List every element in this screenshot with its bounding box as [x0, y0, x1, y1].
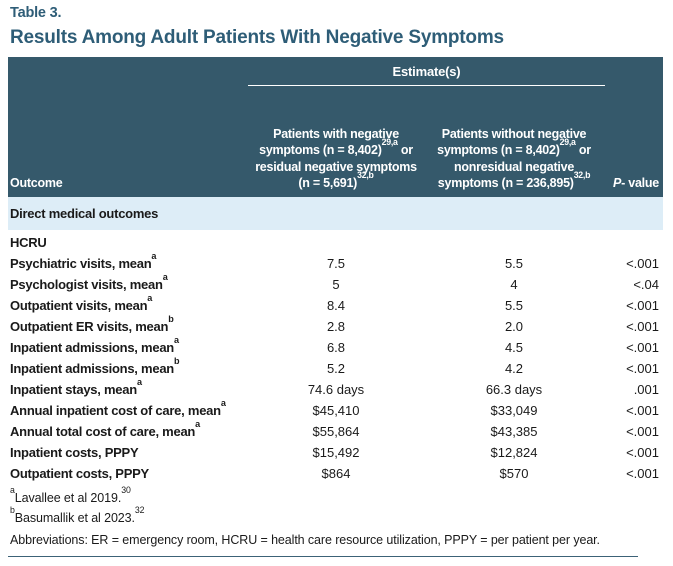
footnotes: aLavallee et al 2019.30 bBasumallik et a… — [10, 484, 600, 550]
outcome-cell: Inpatient admissions, meana — [10, 334, 179, 355]
outcome-cell: Outpatient ER visits, meanb — [10, 313, 174, 334]
outcome-cell: Inpatient stays, meana — [10, 376, 142, 397]
value-negative-symptoms-cell: $864 — [321, 466, 351, 481]
footnote-superscript: a — [195, 418, 200, 429]
footnote-superscript: a — [151, 250, 157, 261]
table-row: Psychologist visits, meana 5 4 <.04 — [8, 271, 663, 295]
reference-superscript: 32 — [134, 504, 145, 515]
p-value-cell: <.001 — [626, 319, 659, 334]
table-row: Annual inpatient cost of care, meana $45… — [8, 397, 663, 421]
value-without-negative-symptoms-cell: 4.5 — [504, 340, 524, 355]
footnote-superscript: a — [147, 292, 153, 303]
estimates-spanner-label: Estimate(s) — [248, 64, 605, 86]
value-negative-symptoms-cell: 5 — [332, 277, 340, 292]
p-value-cell: <.001 — [626, 298, 659, 313]
table-row: Inpatient admissions, meana 6.8 4.5 <.00… — [8, 334, 663, 358]
reference-superscript: 32,b — [357, 169, 374, 180]
value-negative-symptoms-cell: 8.4 — [326, 298, 346, 313]
outcome-cell: HCRU — [10, 235, 47, 250]
value-without-negative-symptoms-cell: 5.5 — [504, 298, 524, 313]
outcome-cell: Outpatient visits, meana — [10, 292, 153, 313]
value-negative-symptoms-cell: 2.8 — [326, 319, 346, 334]
footnote-a: aLavallee et al 2019.30 — [10, 484, 131, 505]
p-value-cell: <.001 — [626, 466, 659, 481]
footnote-superscript: b — [174, 355, 180, 366]
table-row: Annual total cost of care, meana $55,864… — [8, 418, 663, 442]
p-value-cell: <.001 — [626, 361, 659, 376]
footnote-superscript: a — [162, 271, 168, 282]
footnote-marker: a — [10, 484, 15, 495]
section-header-direct-medical-outcomes: Direct medical outcomes — [8, 197, 663, 230]
table-body: HCRU Psychiatric visits, meana 7.5 5.5 <… — [8, 230, 663, 484]
table-row: Inpatient admissions, meanb 5.2 4.2 <.00… — [8, 355, 663, 379]
outcome-cell: Psychologist visits, meana — [10, 271, 168, 292]
column-header-negative-symptoms: Patients with negative symptoms (n = 8,4… — [255, 127, 417, 190]
p-value-cell: <.001 — [626, 256, 659, 271]
value-negative-symptoms-cell: 5.2 — [326, 361, 346, 376]
reference-superscript: 29,a — [559, 137, 576, 148]
results-table: Estimate(s) Outcome Patients with negati… — [8, 57, 663, 484]
outcome-cell: Inpatient costs, PPPY — [10, 445, 139, 460]
p-value-cell: <.001 — [626, 340, 659, 355]
table-row: Outpatient ER visits, meanb 2.8 2.0 <.00… — [8, 313, 663, 337]
table-row: Outpatient costs, PPPY $864 $570 <.001 — [8, 463, 663, 484]
p-value-cell: <.001 — [626, 445, 659, 460]
footnote-superscript: a — [174, 334, 179, 345]
value-without-negative-symptoms-cell: 5.5 — [504, 256, 524, 271]
value-negative-symptoms-cell: 7.5 — [326, 256, 346, 271]
footnote-b: bBasumallik et al 2023.32 — [10, 504, 145, 525]
abbreviations-note: Abbreviations: ER = emergency room, HCRU… — [10, 533, 600, 547]
footnote-superscript: a — [136, 376, 142, 387]
value-without-negative-symptoms-cell: 4.2 — [504, 361, 524, 376]
value-without-negative-symptoms-cell: $33,049 — [490, 403, 538, 418]
value-without-negative-symptoms-cell: $12,824 — [490, 445, 538, 460]
reference-superscript: 30 — [121, 484, 131, 495]
table-row: Inpatient stays, meana 74.6 days 66.3 da… — [8, 376, 663, 400]
table-row: Inpatient costs, PPPY $15,492 $12,824 <.… — [8, 442, 663, 463]
value-without-negative-symptoms-cell: 66.3 days — [485, 382, 543, 397]
column-headers-row: Outcome Patients with negative symptoms … — [8, 126, 663, 191]
value-negative-symptoms-cell: 74.6 days — [307, 382, 365, 397]
column-header-outcome: Outcome — [10, 175, 63, 190]
p-value-cell: <.04 — [633, 277, 659, 292]
footnote-superscript: a — [220, 397, 226, 408]
value-without-negative-symptoms-cell: $43,385 — [490, 424, 538, 439]
outcome-cell: Psychiatric visits, meana — [10, 250, 157, 271]
value-without-negative-symptoms-cell: 2.0 — [504, 319, 524, 334]
value-without-negative-symptoms-cell: $570 — [499, 466, 529, 481]
table-number-label: Table 3. — [10, 5, 62, 21]
outcome-cell: Inpatient admissions, meanb — [10, 355, 180, 376]
bottom-rule — [8, 556, 638, 557]
footnote-marker: b — [10, 504, 15, 515]
table-row: HCRU — [8, 232, 663, 253]
table-title: Results Among Adult Patients With Negati… — [10, 27, 504, 48]
table-row: Psychiatric visits, meana 7.5 5.5 <.001 — [8, 250, 663, 274]
column-header-without-negative-symptoms: Patients without negative symptoms (n = … — [437, 127, 591, 190]
value-negative-symptoms-cell: 6.8 — [326, 340, 346, 355]
p-value-cell: .001 — [633, 382, 659, 397]
p-value-cell: <.001 — [626, 424, 659, 439]
value-negative-symptoms-cell: $45,410 — [312, 403, 360, 418]
table-row: Outpatient visits, meana 8.4 5.5 <.001 — [8, 292, 663, 316]
value-negative-symptoms-cell: $55,864 — [312, 424, 360, 439]
table-header: Estimate(s) Outcome Patients with negati… — [8, 57, 663, 197]
value-without-negative-symptoms-cell: 4 — [510, 277, 518, 292]
reference-superscript: 32,b — [573, 169, 591, 180]
outcome-cell: Annual inpatient cost of care, meana — [10, 397, 226, 418]
value-negative-symptoms-cell: $15,492 — [312, 445, 360, 460]
reference-superscript: 29,a — [381, 137, 398, 148]
outcome-cell: Annual total cost of care, meana — [10, 418, 200, 439]
outcome-cell: Outpatient costs, PPPY — [10, 466, 149, 481]
footnote-superscript: b — [168, 313, 174, 324]
p-value-cell: <.001 — [626, 403, 659, 418]
column-header-p-value: P- value — [613, 175, 659, 190]
